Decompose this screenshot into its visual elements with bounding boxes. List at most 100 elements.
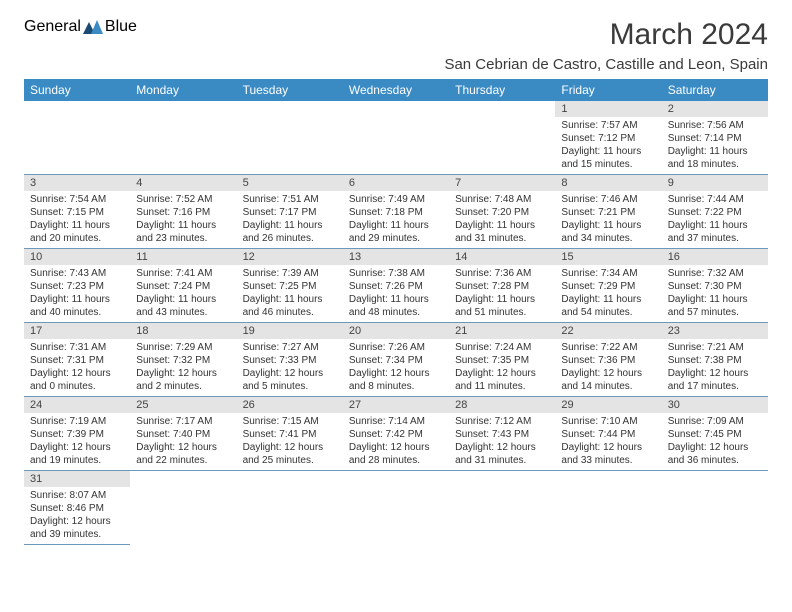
empty-cell: [343, 101, 449, 175]
day-number: 19: [237, 323, 343, 339]
day-number: 12: [237, 249, 343, 265]
empty-cell: [237, 471, 343, 545]
day-content: Sunrise: 7:36 AMSunset: 7:28 PMDaylight:…: [449, 265, 555, 322]
day-cell: 14Sunrise: 7:36 AMSunset: 7:28 PMDayligh…: [449, 249, 555, 323]
day-number: 27: [343, 397, 449, 413]
day-content: Sunrise: 7:21 AMSunset: 7:38 PMDaylight:…: [662, 339, 768, 396]
day-cell: 7Sunrise: 7:48 AMSunset: 7:20 PMDaylight…: [449, 175, 555, 249]
day-number: 2: [662, 101, 768, 117]
day-number: 10: [24, 249, 130, 265]
empty-cell: [449, 101, 555, 175]
day-cell: 26Sunrise: 7:15 AMSunset: 7:41 PMDayligh…: [237, 397, 343, 471]
weekday-header: Friday: [555, 79, 661, 101]
day-number: 26: [237, 397, 343, 413]
day-content: Sunrise: 7:15 AMSunset: 7:41 PMDaylight:…: [237, 413, 343, 470]
day-number: 25: [130, 397, 236, 413]
empty-cell: [662, 471, 768, 545]
day-number: 21: [449, 323, 555, 339]
day-cell: 15Sunrise: 7:34 AMSunset: 7:29 PMDayligh…: [555, 249, 661, 323]
day-content: Sunrise: 7:57 AMSunset: 7:12 PMDaylight:…: [555, 117, 661, 174]
day-number: 15: [555, 249, 661, 265]
day-content: Sunrise: 7:22 AMSunset: 7:36 PMDaylight:…: [555, 339, 661, 396]
day-cell: 31Sunrise: 8:07 AMSunset: 8:46 PMDayligh…: [24, 471, 130, 545]
weekday-header: Thursday: [449, 79, 555, 101]
empty-cell: [555, 471, 661, 545]
day-cell: 29Sunrise: 7:10 AMSunset: 7:44 PMDayligh…: [555, 397, 661, 471]
day-content: Sunrise: 7:54 AMSunset: 7:15 PMDaylight:…: [24, 191, 130, 248]
day-content: Sunrise: 7:26 AMSunset: 7:34 PMDaylight:…: [343, 339, 449, 396]
logo-text-general: General: [24, 18, 81, 36]
logo-text-blue: Blue: [105, 18, 137, 36]
day-cell: 13Sunrise: 7:38 AMSunset: 7:26 PMDayligh…: [343, 249, 449, 323]
day-content: Sunrise: 7:29 AMSunset: 7:32 PMDaylight:…: [130, 339, 236, 396]
day-content: Sunrise: 7:39 AMSunset: 7:25 PMDaylight:…: [237, 265, 343, 322]
day-content: Sunrise: 7:17 AMSunset: 7:40 PMDaylight:…: [130, 413, 236, 470]
day-cell: 27Sunrise: 7:14 AMSunset: 7:42 PMDayligh…: [343, 397, 449, 471]
day-content: Sunrise: 7:41 AMSunset: 7:24 PMDaylight:…: [130, 265, 236, 322]
day-number: 7: [449, 175, 555, 191]
day-cell: 22Sunrise: 7:22 AMSunset: 7:36 PMDayligh…: [555, 323, 661, 397]
day-content: Sunrise: 7:34 AMSunset: 7:29 PMDaylight:…: [555, 265, 661, 322]
day-number: 17: [24, 323, 130, 339]
day-number: 5: [237, 175, 343, 191]
day-cell: 21Sunrise: 7:24 AMSunset: 7:35 PMDayligh…: [449, 323, 555, 397]
calendar-table: SundayMondayTuesdayWednesdayThursdayFrid…: [24, 79, 768, 545]
day-number: 18: [130, 323, 236, 339]
day-number: 31: [24, 471, 130, 487]
day-number: 29: [555, 397, 661, 413]
day-cell: 2Sunrise: 7:56 AMSunset: 7:14 PMDaylight…: [662, 101, 768, 175]
day-number: 13: [343, 249, 449, 265]
weekday-header: Saturday: [662, 79, 768, 101]
day-cell: 3Sunrise: 7:54 AMSunset: 7:15 PMDaylight…: [24, 175, 130, 249]
day-number: 28: [449, 397, 555, 413]
day-cell: 6Sunrise: 7:49 AMSunset: 7:18 PMDaylight…: [343, 175, 449, 249]
day-content: Sunrise: 7:19 AMSunset: 7:39 PMDaylight:…: [24, 413, 130, 470]
day-number: 11: [130, 249, 236, 265]
day-content: Sunrise: 7:44 AMSunset: 7:22 PMDaylight:…: [662, 191, 768, 248]
day-number: 16: [662, 249, 768, 265]
day-content: Sunrise: 7:56 AMSunset: 7:14 PMDaylight:…: [662, 117, 768, 174]
weekday-header: Sunday: [24, 79, 130, 101]
location: San Cebrian de Castro, Castille and Leon…: [444, 56, 768, 73]
day-cell: 5Sunrise: 7:51 AMSunset: 7:17 PMDaylight…: [237, 175, 343, 249]
day-cell: 23Sunrise: 7:21 AMSunset: 7:38 PMDayligh…: [662, 323, 768, 397]
day-cell: 17Sunrise: 7:31 AMSunset: 7:31 PMDayligh…: [24, 323, 130, 397]
day-number: 30: [662, 397, 768, 413]
empty-cell: [237, 101, 343, 175]
day-number: 14: [449, 249, 555, 265]
day-number: 22: [555, 323, 661, 339]
day-number: 9: [662, 175, 768, 191]
empty-cell: [449, 471, 555, 545]
day-content: Sunrise: 7:48 AMSunset: 7:20 PMDaylight:…: [449, 191, 555, 248]
day-content: Sunrise: 7:31 AMSunset: 7:31 PMDaylight:…: [24, 339, 130, 396]
day-content: Sunrise: 7:09 AMSunset: 7:45 PMDaylight:…: [662, 413, 768, 470]
empty-cell: [130, 471, 236, 545]
day-cell: 28Sunrise: 7:12 AMSunset: 7:43 PMDayligh…: [449, 397, 555, 471]
day-number: 3: [24, 175, 130, 191]
day-content: Sunrise: 7:38 AMSunset: 7:26 PMDaylight:…: [343, 265, 449, 322]
weekday-header: Tuesday: [237, 79, 343, 101]
day-content: Sunrise: 7:51 AMSunset: 7:17 PMDaylight:…: [237, 191, 343, 248]
day-number: 4: [130, 175, 236, 191]
day-cell: 12Sunrise: 7:39 AMSunset: 7:25 PMDayligh…: [237, 249, 343, 323]
day-content: Sunrise: 7:10 AMSunset: 7:44 PMDaylight:…: [555, 413, 661, 470]
empty-cell: [130, 101, 236, 175]
day-number: 24: [24, 397, 130, 413]
day-cell: 10Sunrise: 7:43 AMSunset: 7:23 PMDayligh…: [24, 249, 130, 323]
day-content: Sunrise: 7:43 AMSunset: 7:23 PMDaylight:…: [24, 265, 130, 322]
day-content: Sunrise: 8:07 AMSunset: 8:46 PMDaylight:…: [24, 487, 130, 544]
day-content: Sunrise: 7:32 AMSunset: 7:30 PMDaylight:…: [662, 265, 768, 322]
empty-cell: [24, 101, 130, 175]
month-title: March 2024: [444, 18, 768, 52]
day-cell: 19Sunrise: 7:27 AMSunset: 7:33 PMDayligh…: [237, 323, 343, 397]
day-cell: 30Sunrise: 7:09 AMSunset: 7:45 PMDayligh…: [662, 397, 768, 471]
weekday-header: Monday: [130, 79, 236, 101]
day-content: Sunrise: 7:12 AMSunset: 7:43 PMDaylight:…: [449, 413, 555, 470]
day-number: 1: [555, 101, 661, 117]
day-content: Sunrise: 7:49 AMSunset: 7:18 PMDaylight:…: [343, 191, 449, 248]
empty-cell: [343, 471, 449, 545]
day-cell: 24Sunrise: 7:19 AMSunset: 7:39 PMDayligh…: [24, 397, 130, 471]
logo: General Blue: [24, 18, 137, 36]
day-cell: 20Sunrise: 7:26 AMSunset: 7:34 PMDayligh…: [343, 323, 449, 397]
logo-flag-icon: [83, 20, 103, 34]
